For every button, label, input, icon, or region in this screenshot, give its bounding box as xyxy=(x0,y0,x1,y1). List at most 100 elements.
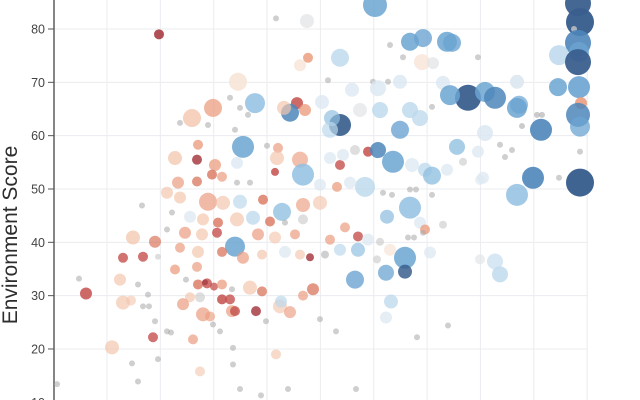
data-point[interactable] xyxy=(370,142,386,159)
data-point[interactable] xyxy=(234,179,240,186)
data-point[interactable] xyxy=(230,361,236,368)
data-point[interactable] xyxy=(384,243,396,256)
data-point[interactable] xyxy=(566,168,594,197)
data-point[interactable] xyxy=(420,229,426,236)
data-point[interactable] xyxy=(387,41,393,48)
data-point[interactable] xyxy=(391,120,409,139)
data-point[interactable] xyxy=(139,202,145,209)
data-point[interactable] xyxy=(210,282,218,291)
data-point[interactable] xyxy=(414,54,430,71)
data-point[interactable] xyxy=(172,176,184,189)
data-point[interactable] xyxy=(384,294,398,309)
data-point[interactable] xyxy=(152,318,158,325)
data-point[interactable] xyxy=(570,116,590,137)
data-point[interactable] xyxy=(459,157,467,166)
data-point[interactable] xyxy=(380,311,392,324)
data-point[interactable] xyxy=(205,311,215,322)
data-point[interactable] xyxy=(209,158,221,171)
data-point[interactable] xyxy=(213,217,223,228)
data-point[interactable] xyxy=(549,45,569,66)
data-point[interactable] xyxy=(317,316,323,323)
data-point[interactable] xyxy=(204,98,222,117)
data-point[interactable] xyxy=(273,202,291,221)
data-point[interactable] xyxy=(429,103,435,110)
data-point[interactable] xyxy=(270,151,284,166)
data-point[interactable] xyxy=(370,80,386,97)
data-point[interactable] xyxy=(321,250,329,259)
data-point[interactable] xyxy=(193,139,203,150)
data-point[interactable] xyxy=(105,340,119,355)
data-point[interactable] xyxy=(217,328,223,335)
data-point[interactable] xyxy=(294,59,306,72)
data-point[interactable] xyxy=(477,124,493,141)
data-point[interactable] xyxy=(175,242,185,253)
data-point[interactable] xyxy=(539,111,545,118)
data-point[interactable] xyxy=(502,153,508,160)
data-point[interactable] xyxy=(322,121,338,138)
data-point[interactable] xyxy=(413,186,419,193)
data-point[interactable] xyxy=(231,156,243,169)
data-point[interactable] xyxy=(230,212,244,227)
data-point[interactable] xyxy=(237,251,249,264)
data-point[interactable] xyxy=(140,303,146,310)
data-point[interactable] xyxy=(179,226,191,239)
data-point[interactable] xyxy=(177,119,183,126)
data-point[interactable] xyxy=(378,264,394,281)
data-point[interactable] xyxy=(296,197,310,212)
data-point[interactable] xyxy=(196,228,208,241)
data-point[interactable] xyxy=(337,148,349,161)
data-point[interactable] xyxy=(353,385,359,392)
data-point[interactable] xyxy=(331,48,349,67)
data-point[interactable] xyxy=(243,280,257,295)
data-point[interactable] xyxy=(429,191,435,198)
data-point[interactable] xyxy=(263,318,269,325)
data-point[interactable] xyxy=(440,85,460,106)
data-point[interactable] xyxy=(439,220,447,229)
data-point[interactable] xyxy=(184,210,196,223)
data-point[interactable] xyxy=(346,270,364,289)
data-point[interactable] xyxy=(245,93,265,114)
data-point[interactable] xyxy=(350,145,360,156)
data-point[interactable] xyxy=(534,111,540,118)
data-point[interactable] xyxy=(340,222,350,233)
data-point[interactable] xyxy=(188,334,198,345)
data-point[interactable] xyxy=(229,72,247,91)
data-point[interactable] xyxy=(217,294,227,305)
data-point[interactable] xyxy=(285,385,291,392)
data-point[interactable] xyxy=(225,294,235,305)
data-point[interactable] xyxy=(398,264,412,279)
data-point[interactable] xyxy=(225,236,245,257)
data-point[interactable] xyxy=(510,74,524,89)
data-point[interactable] xyxy=(168,329,174,336)
data-point[interactable] xyxy=(299,104,311,117)
data-point[interactable] xyxy=(393,74,407,89)
data-point[interactable] xyxy=(389,191,395,198)
data-point[interactable] xyxy=(475,54,481,61)
data-point[interactable] xyxy=(577,148,583,155)
data-point[interactable] xyxy=(258,392,264,399)
data-point[interactable] xyxy=(212,227,222,238)
data-point[interactable] xyxy=(155,356,161,363)
data-point[interactable] xyxy=(475,254,485,265)
data-point[interactable] xyxy=(161,186,173,199)
data-point[interactable] xyxy=(344,176,356,189)
data-point[interactable] xyxy=(251,306,261,317)
data-point[interactable] xyxy=(148,332,158,343)
data-point[interactable] xyxy=(414,334,420,341)
data-point[interactable] xyxy=(355,176,375,197)
data-point[interactable] xyxy=(519,123,525,130)
data-point[interactable] xyxy=(207,169,217,180)
data-point[interactable] xyxy=(412,110,428,127)
data-point[interactable] xyxy=(80,287,92,300)
data-point[interactable] xyxy=(258,194,268,205)
data-point[interactable] xyxy=(195,292,205,303)
data-point[interactable] xyxy=(303,52,313,63)
data-point[interactable] xyxy=(382,150,404,173)
data-point[interactable] xyxy=(510,95,528,114)
data-point[interactable] xyxy=(568,76,590,99)
data-point[interactable] xyxy=(164,226,170,233)
data-point[interactable] xyxy=(192,154,202,165)
data-point[interactable] xyxy=(282,219,288,226)
data-point[interactable] xyxy=(247,179,253,186)
data-point[interactable] xyxy=(300,14,314,29)
